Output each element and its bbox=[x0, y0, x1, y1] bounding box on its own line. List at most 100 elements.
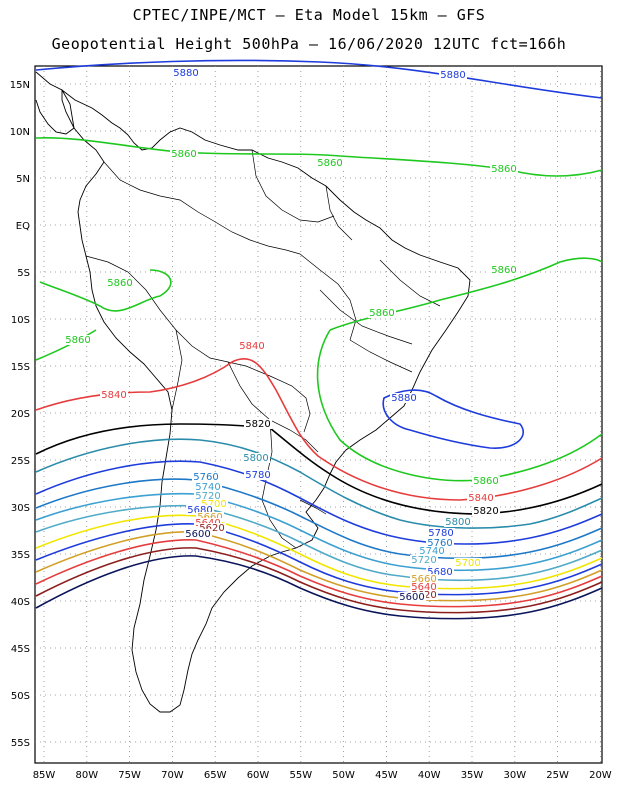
contour-label: 5760 bbox=[427, 538, 452, 549]
contour-label: 5860 bbox=[369, 308, 394, 319]
height-contours bbox=[35, 59, 603, 620]
contour-5760 bbox=[35, 478, 603, 560]
contour-label-bg bbox=[100, 390, 128, 400]
contour-label: 5700 bbox=[455, 558, 480, 569]
contour-label-bg bbox=[170, 149, 198, 159]
lon-label: 80W bbox=[75, 770, 98, 781]
contour-label: 5820 bbox=[473, 506, 498, 517]
lon-label: 45W bbox=[375, 770, 398, 781]
contour-label-bg bbox=[200, 499, 228, 509]
contour-label-bg bbox=[244, 470, 272, 480]
lat-label: 55S bbox=[11, 738, 30, 749]
lat-label: 15S bbox=[11, 362, 30, 373]
lat-label: 5S bbox=[17, 268, 30, 279]
contour-5740 bbox=[35, 492, 603, 572]
contour-5600 bbox=[35, 555, 603, 620]
contour-5860-south bbox=[39, 269, 172, 312]
contour-label: 5860 bbox=[491, 164, 516, 175]
contour-label-bg bbox=[467, 493, 495, 503]
contour-label-bg bbox=[316, 158, 344, 168]
contour-5840 bbox=[35, 357, 603, 501]
lon-label: 20W bbox=[589, 770, 612, 781]
lat-label: 40S bbox=[11, 597, 30, 608]
contour-5700 bbox=[35, 514, 603, 590]
contour-label: 5780 bbox=[245, 470, 270, 481]
contour-label-bg bbox=[410, 574, 438, 584]
contour-label-bg bbox=[410, 582, 438, 592]
contour-label: 5860 bbox=[317, 158, 342, 169]
lat-label: 25S bbox=[11, 456, 30, 467]
contour-label: 5720 bbox=[411, 555, 436, 566]
contour-label: 5600 bbox=[185, 529, 210, 540]
contour-label: 5880 bbox=[440, 70, 465, 81]
contour-label: 5660 bbox=[411, 574, 436, 585]
contour-label: 5840 bbox=[239, 341, 264, 352]
contour-labels: 5880 5880 5880 5860 5860 5860 5860 5860 5860 5860… bbox=[64, 68, 518, 603]
contour-5660 bbox=[35, 531, 603, 602]
contour-label-bg bbox=[194, 491, 222, 501]
contour-label-bg bbox=[106, 278, 134, 288]
contour-label-bg bbox=[439, 70, 467, 80]
contour-5880-closed bbox=[382, 389, 524, 449]
latitude-labels: 15N 10N 5N EQ 5S 10S 15S 20S 25S 30S 35S 40S 45S 50S 5… bbox=[10, 80, 30, 749]
contour-label: 5880 bbox=[173, 68, 198, 79]
contour-label-bg bbox=[390, 393, 418, 403]
map-subtitle: Geopotential Height 500hPa – 16/06/2020 … bbox=[51, 35, 567, 53]
map-frame bbox=[34, 65, 603, 764]
contour-5720 bbox=[35, 504, 603, 582]
graticule bbox=[35, 66, 602, 763]
contour-label-bg bbox=[426, 538, 454, 548]
contour-label-bg bbox=[196, 512, 224, 522]
contour-5680 bbox=[35, 523, 603, 596]
lat-label: 45S bbox=[11, 644, 30, 655]
contour-label-bg bbox=[186, 505, 214, 515]
contour-label: 5840 bbox=[101, 390, 126, 401]
longitude-labels: 85W 80W 75W 70W 65W 60W 55W 50W 45W 40W 35W 30W 25W 2… bbox=[33, 770, 612, 781]
lat-label: EQ bbox=[16, 221, 30, 232]
lon-label: 85W bbox=[33, 770, 56, 781]
contour-label-bg bbox=[368, 308, 396, 318]
contour-label-bg bbox=[398, 592, 426, 602]
contour-5780 bbox=[35, 460, 603, 545]
lat-label: 30S bbox=[11, 503, 30, 514]
map-title: CPTEC/INPE/MCT – Eta Model 15km – GFS bbox=[132, 6, 486, 24]
contour-label: 5740 bbox=[195, 482, 220, 493]
contour-label: 5680 bbox=[427, 567, 452, 578]
contour-5860 bbox=[35, 136, 603, 177]
contour-5640 bbox=[35, 539, 603, 608]
lat-label: 10S bbox=[11, 315, 30, 326]
lat-label: 35S bbox=[11, 550, 30, 561]
contour-label: 5820 bbox=[245, 419, 270, 430]
contour-label: 5860 bbox=[65, 335, 90, 346]
lon-label: 40W bbox=[418, 770, 441, 781]
lon-label: 55W bbox=[289, 770, 312, 781]
contour-5820 bbox=[35, 423, 603, 515]
contour-label: 5740 bbox=[419, 546, 444, 557]
lat-label: 10N bbox=[10, 127, 30, 138]
central-america-outline bbox=[35, 71, 75, 135]
contour-label-bg bbox=[472, 506, 500, 516]
contour-label: 5780 bbox=[428, 528, 453, 539]
lat-label: 5N bbox=[16, 174, 30, 185]
contour-5800 bbox=[35, 438, 603, 529]
contour-label-bg bbox=[244, 419, 272, 429]
contour-label-bg bbox=[238, 341, 266, 351]
lon-label: 30W bbox=[503, 770, 526, 781]
lat-label: 50S bbox=[11, 691, 30, 702]
contour-label-bg bbox=[172, 68, 200, 78]
contour-label-bg bbox=[410, 555, 438, 565]
lon-label: 35W bbox=[461, 770, 484, 781]
contour-label: 5680 bbox=[187, 505, 212, 516]
contour-label-bg bbox=[444, 517, 472, 527]
contour-label-bg bbox=[242, 453, 270, 463]
contour-label-bg bbox=[418, 546, 446, 556]
lon-label: 70W bbox=[161, 770, 184, 781]
contour-label-bg bbox=[426, 567, 454, 577]
contour-5620 bbox=[35, 547, 603, 614]
contour-label: 5720 bbox=[195, 491, 220, 502]
lat-label: 20S bbox=[11, 409, 30, 420]
contour-label: 5860 bbox=[473, 476, 498, 487]
lon-label: 50W bbox=[332, 770, 355, 781]
contour-label-bg bbox=[427, 528, 455, 538]
